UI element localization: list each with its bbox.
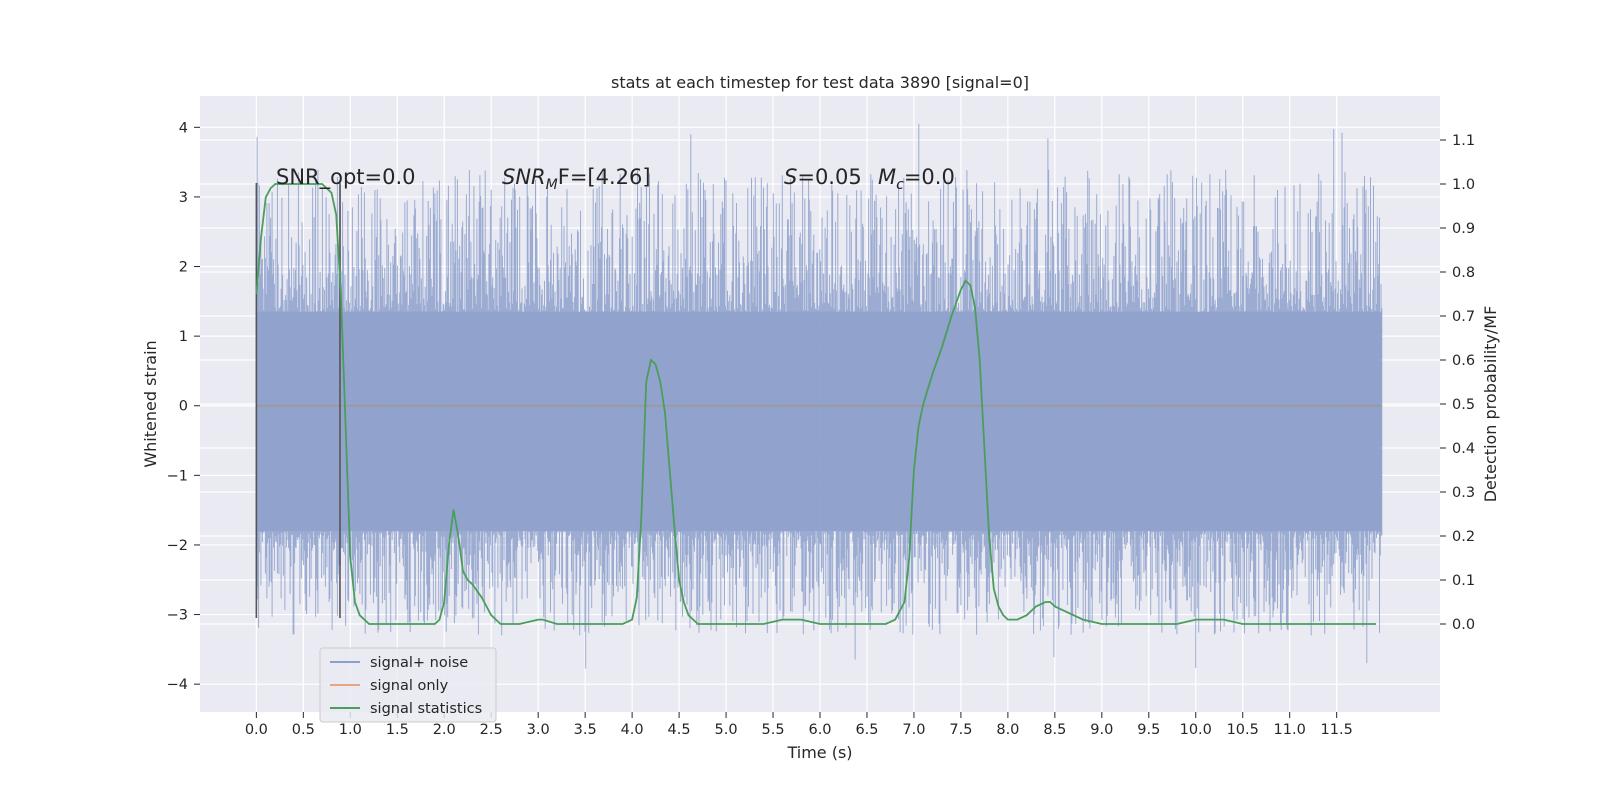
x-tick-label: 7.5 <box>949 722 972 738</box>
annotation-mc-base: M <box>878 165 896 189</box>
y-left-tick-label: 4 <box>179 120 188 136</box>
legend-label-signal-only: signal only <box>370 678 449 694</box>
x-tick-label: 5.5 <box>761 722 784 738</box>
y-left-tick-label: 3 <box>179 190 188 206</box>
x-tick-label: 8.5 <box>1043 722 1066 738</box>
y-right-tick-label: 0.6 <box>1452 353 1475 369</box>
y-right-tick-label: 0.5 <box>1452 397 1475 413</box>
y-left-tick-label: 0 <box>179 399 188 415</box>
y-right-tick-label: 0.2 <box>1452 529 1475 545</box>
x-tick-label: 5.0 <box>715 722 738 738</box>
x-tick-label: 1.0 <box>339 722 362 738</box>
noise-series <box>255 124 1383 669</box>
window-markers <box>255 183 341 619</box>
y-axis-right-label: Detection probability/MF <box>1481 306 1500 503</box>
x-tick-label: 10.5 <box>1227 722 1259 738</box>
x-tick-label: 2.5 <box>480 722 503 738</box>
annotation-snr-mf-base: SNR <box>502 165 546 189</box>
annotation-mc: Mc=0.0 <box>878 165 955 193</box>
y-left-tick-label: 2 <box>179 260 188 276</box>
x-tick-label: 11.0 <box>1274 722 1306 738</box>
annotation-snr-mf: SNRMF=[4.26] <box>502 165 651 193</box>
legend-label-signal-noise: signal+ noise <box>370 655 468 671</box>
y-left-tick-label: 1 <box>179 329 188 345</box>
annotation-s: S=0.05 <box>784 165 862 189</box>
x-tick-label: 4.0 <box>621 722 644 738</box>
annotation-snr-opt: SNR_opt=0.0 <box>276 165 416 190</box>
x-tick-label: 3.5 <box>574 722 597 738</box>
x-tick-label: 10.0 <box>1180 722 1212 738</box>
y-left-tick-label: −4 <box>167 677 188 693</box>
x-tick-label: 4.5 <box>668 722 691 738</box>
x-tick-label: 2.0 <box>433 722 456 738</box>
y-right-tick-label: 0.3 <box>1452 485 1475 501</box>
x-tick-label: 7.0 <box>902 722 925 738</box>
x-axis-label: Time (s) <box>786 743 852 762</box>
y-right-tick-label: 0.1 <box>1452 573 1475 589</box>
annotation-snr-mf-rest: F=[4.26] <box>558 165 651 189</box>
x-tick-label: 0.5 <box>292 722 315 738</box>
y-left-tick-label: −1 <box>167 468 188 484</box>
y-left-tick-label: −3 <box>167 608 188 624</box>
y-right-tick-label: 0.4 <box>1452 441 1475 457</box>
y-right-tick-label: 0.7 <box>1452 309 1475 325</box>
y-right-tick-label: 0.9 <box>1452 221 1475 237</box>
annotation-s-label: S <box>784 165 797 189</box>
x-tick-label: 8.0 <box>996 722 1019 738</box>
signal-statistics-line <box>255 183 1377 625</box>
y-left-tick-label: −2 <box>167 538 188 554</box>
x-tick-label: 1.5 <box>386 722 409 738</box>
y-right-tick-label: 0.8 <box>1452 265 1475 281</box>
x-tick-label: 6.5 <box>855 722 878 738</box>
legend: signal+ noise signal only signal statist… <box>319 647 497 723</box>
x-tick-label: 3.0 <box>527 722 550 738</box>
x-axis-ticks: 0.0 0.5 1.0 1.5 2.0 2.5 3.0 3.5 4.0 4.5 5.0 5.5 6.0 6… <box>245 712 1353 738</box>
annotation-mc-value: =0.0 <box>904 165 955 189</box>
y-right-tick-label: 1.1 <box>1452 133 1475 149</box>
x-tick-label: 9.5 <box>1137 722 1160 738</box>
y-axis-left-label: Whitened strain <box>141 340 160 467</box>
x-tick-label: 0.0 <box>245 722 268 738</box>
x-tick-label: 9.0 <box>1090 722 1113 738</box>
annotation-s-value: =0.05 <box>797 165 861 189</box>
legend-label-signal-statistics: signal statistics <box>370 701 482 717</box>
x-tick-label: 11.5 <box>1321 722 1353 738</box>
annotation-mc-sub: c <box>896 177 904 193</box>
y-right-tick-label: 1.0 <box>1452 177 1475 193</box>
y-axis-right-ticks: 1.1 1.0 0.9 0.8 0.7 0.6 0.5 0.4 0.3 0.2 0.1 0.0 <box>1440 133 1475 633</box>
legend-box <box>319 647 497 723</box>
annotation-snr-mf-sub: M <box>546 177 558 193</box>
x-tick-label: 6.0 <box>808 722 831 738</box>
y-right-tick-label: 0.0 <box>1452 617 1475 633</box>
chart-title: stats at each timestep for test data 389… <box>611 73 1029 92</box>
y-axis-left-ticks: 4 3 2 1 0 −1 −2 −3 −4 <box>167 120 200 693</box>
